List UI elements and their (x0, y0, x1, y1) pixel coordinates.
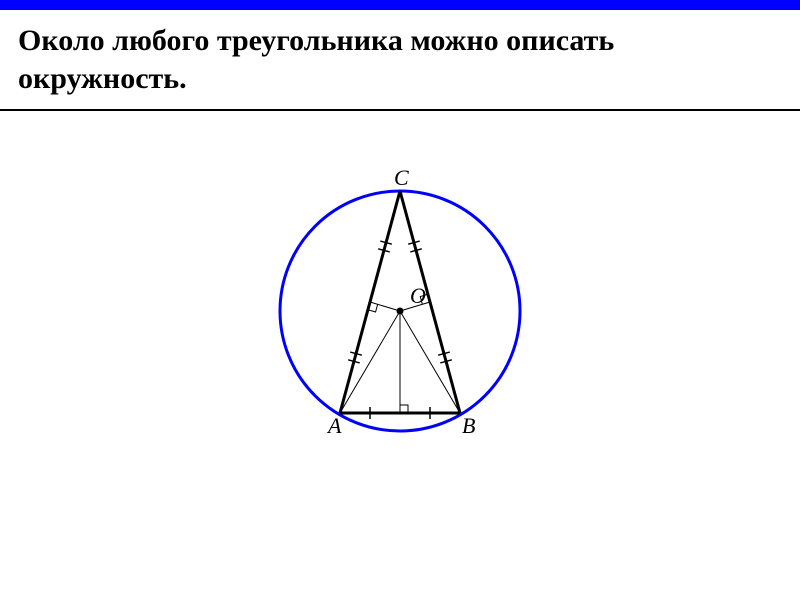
geometry-svg: A B C O (240, 141, 560, 461)
svg-text:O: O (410, 283, 426, 308)
svg-text:A: A (326, 413, 342, 438)
circumcircle-diagram: A B C O (240, 141, 560, 466)
heading-line-1: Около любого треугольника можно описать (18, 24, 614, 57)
svg-text:B: B (462, 413, 475, 438)
top-accent-bar (0, 0, 800, 10)
theorem-heading: Около любого треугольника можно описать … (18, 22, 782, 97)
diagram-wrapper: A B C O (0, 141, 800, 466)
heading-underline (0, 109, 800, 111)
heading-container: Около любого треугольника можно описать … (0, 10, 800, 105)
svg-text:C: C (394, 165, 409, 190)
heading-line-2: окружность. (18, 62, 187, 95)
